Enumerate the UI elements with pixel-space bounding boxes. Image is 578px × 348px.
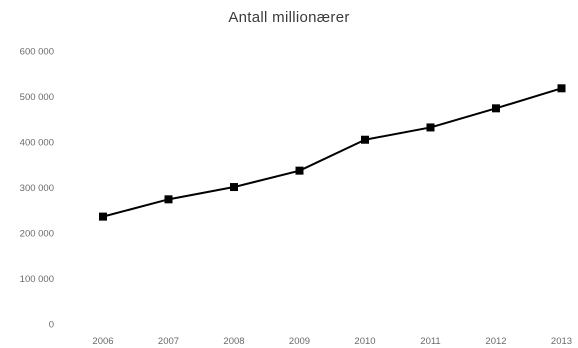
data-point-marker xyxy=(99,212,107,221)
data-point-marker xyxy=(557,84,566,93)
data-point-marker xyxy=(492,104,500,113)
y-tick-label: 300 000 xyxy=(20,183,54,194)
x-tick-label: 2012 xyxy=(485,336,506,347)
y-tick-label: 500 000 xyxy=(20,92,54,103)
data-point-marker xyxy=(361,135,369,144)
chart-title: Antall millionærer xyxy=(228,9,350,26)
data-point-marker xyxy=(164,195,173,204)
x-tick-label: 2013 xyxy=(551,336,572,347)
data-point-marker xyxy=(295,166,304,175)
series-line xyxy=(102,87,562,218)
x-tick-label: 2011 xyxy=(420,336,440,347)
x-tick-label: 2009 xyxy=(289,336,310,347)
y-tick-label: 200 000 xyxy=(20,229,54,240)
x-tick-label: 2010 xyxy=(354,336,375,347)
series-group xyxy=(99,84,566,221)
x-axis: 2006 2007 2008 2009 2010 2011 2012 2013 xyxy=(92,336,572,347)
data-point-marker xyxy=(230,183,238,192)
x-tick-label: 2008 xyxy=(223,336,244,347)
y-tick-label: 0 xyxy=(49,320,54,331)
data-point-marker xyxy=(426,123,435,132)
x-tick-label: 2007 xyxy=(158,336,179,347)
y-tick-label: 600 000 xyxy=(20,47,54,58)
x-tick-label: 2006 xyxy=(92,336,113,347)
y-tick-label: 400 000 xyxy=(20,138,54,149)
y-axis: 0 100 000 200 000 300 000 400 000 500 000 600 … xyxy=(20,47,54,331)
y-tick-label: 100 000 xyxy=(20,274,54,285)
